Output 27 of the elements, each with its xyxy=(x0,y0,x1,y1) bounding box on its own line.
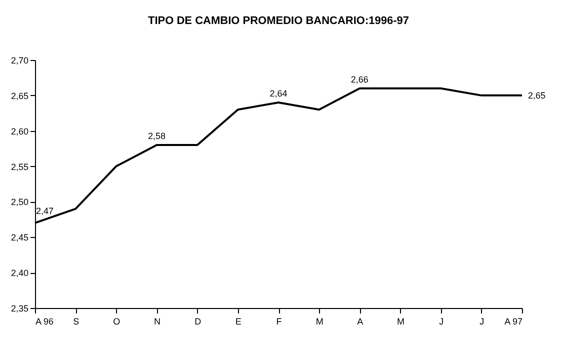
x-tick-label: J xyxy=(439,316,444,326)
data-label: 2,64 xyxy=(270,88,288,99)
y-tick-label: 2,60 xyxy=(10,126,28,136)
x-tick-label: E xyxy=(235,316,242,326)
y-tick-label: 2,55 xyxy=(10,162,28,172)
chart-title: TIPO DE CAMBIO PROMEDIO BANCARIO:1996-97 xyxy=(148,15,409,27)
y-tick-label: 2,35 xyxy=(10,304,28,314)
x-tick-label: N xyxy=(154,316,160,326)
y-tick-label: 2,70 xyxy=(10,56,28,66)
x-tick-label: F xyxy=(276,316,282,326)
x-tick-label: A 97 xyxy=(504,316,522,326)
x-tick-label: O xyxy=(113,316,120,326)
x-tick-label: M xyxy=(316,316,324,326)
x-tick-label: D xyxy=(194,316,202,326)
y-tick-label: 2,40 xyxy=(10,268,28,278)
x-tick-label: A xyxy=(357,316,364,326)
data-label: 2,47 xyxy=(36,206,54,216)
x-tick-label: A 96 xyxy=(36,316,54,326)
y-tick-label: 2,65 xyxy=(10,90,28,101)
x-tick-label: S xyxy=(73,316,80,326)
data-label: 2,66 xyxy=(350,74,368,84)
data-label: 2,58 xyxy=(148,131,166,142)
x-tick-label: M xyxy=(397,316,404,326)
data-label: 2,65 xyxy=(528,90,546,100)
y-tick-label: 2,45 xyxy=(10,232,28,243)
x-tick-label: J xyxy=(480,316,484,326)
y-tick-label: 2,50 xyxy=(10,197,28,208)
